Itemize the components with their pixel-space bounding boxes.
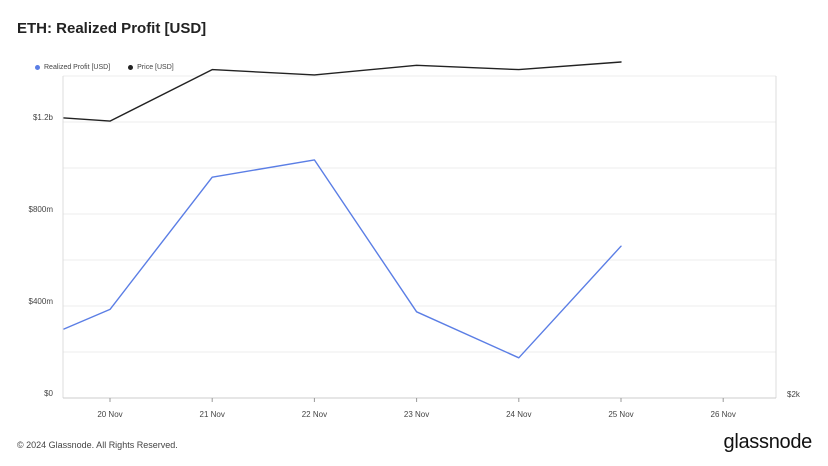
x-tick-label: 23 Nov — [404, 410, 429, 419]
x-tick-label: 22 Nov — [302, 410, 327, 419]
legend-swatch-price — [128, 65, 134, 70]
y-tick-label: $0 — [44, 389, 53, 398]
y-tick-label: $400m — [29, 297, 54, 306]
x-tick-label: 21 Nov — [200, 410, 225, 419]
legend-label-price: Price [USD] — [137, 64, 174, 71]
x-tick-label: 20 Nov — [97, 410, 122, 419]
brand-logo: glassnode — [723, 431, 813, 453]
legend-item-price[interactable]: Price [USD] — [128, 64, 174, 71]
legend: Realized Profit [USD] Price [USD] — [35, 64, 174, 71]
y2-tick-label: $2k — [787, 390, 801, 399]
copyright-text: © 2024 Glassnode. All Rights Reserved. — [17, 440, 178, 450]
realized-profit-series-line — [63, 159, 622, 359]
chart-title: ETH: Realized Profit [USD] — [17, 20, 207, 37]
legend-item-realized-profit[interactable]: Realized Profit [USD] — [35, 64, 110, 71]
x-tick-label: 24 Nov — [506, 410, 531, 419]
legend-label-realized-profit: Realized Profit [USD] — [44, 64, 111, 71]
y-tick-label: $800m — [29, 205, 54, 214]
y-tick-label: $1.2b — [33, 113, 54, 122]
x-tick-label: 25 Nov — [608, 410, 633, 419]
x-tick-label: 26 Nov — [711, 410, 736, 419]
price-series-line — [63, 61, 622, 122]
legend-swatch-realized-profit — [35, 65, 40, 70]
